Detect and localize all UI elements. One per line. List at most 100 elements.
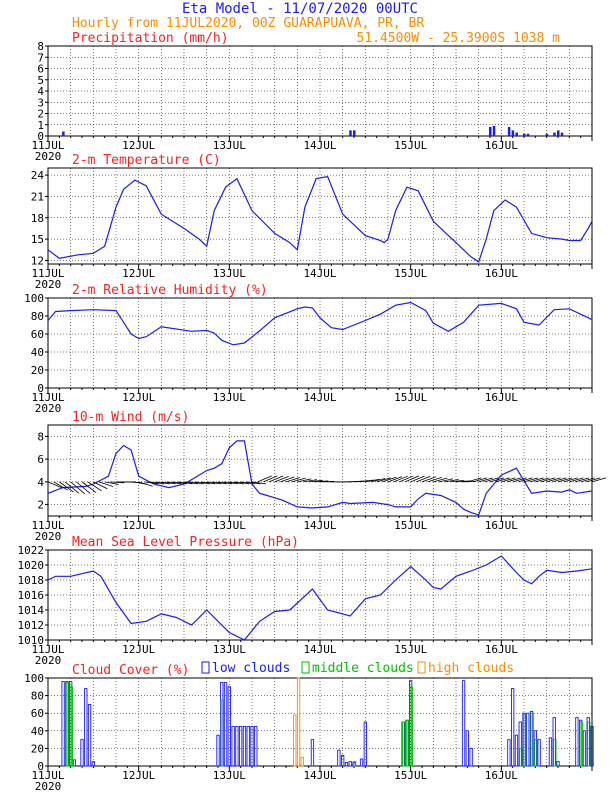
wind-arrow (76, 481, 91, 494)
y-tick-label: 1018 (18, 574, 45, 587)
x-tick-label: 13JUL (213, 267, 246, 280)
wind-arrow (217, 481, 233, 485)
wind-arrow (580, 477, 595, 483)
wind-arrow (399, 475, 414, 483)
x-tick-label: 15JUL (394, 519, 427, 532)
cloud-bar-low-clouds (548, 737, 553, 767)
wind-arrow (506, 477, 522, 483)
wind-arrow (212, 481, 227, 485)
x-tick-label: 11JUL (31, 769, 64, 782)
wind-arrow (370, 478, 386, 483)
wind-arrow (359, 479, 374, 483)
x-year-label: 2020 (35, 150, 62, 163)
y-tick-label: 80 (31, 690, 44, 703)
cloud-bar-low-clouds (526, 712, 530, 767)
legend-middle-swatch (301, 661, 310, 674)
x-year-label: 2020 (35, 654, 62, 667)
x-tick-label: 12JUL (122, 769, 155, 782)
wind-arrow (223, 481, 238, 485)
wind-arrow (546, 477, 561, 483)
wind-arrow (297, 478, 312, 483)
x-tick-label: 14JUL (303, 519, 336, 532)
x-tick-label: 12JUL (122, 391, 155, 404)
cloud-bar-low-clouds (246, 725, 250, 767)
panel-title: Cloud Cover (%) (72, 663, 189, 678)
wind-arrow (495, 477, 510, 483)
cloud-bar-middle-clouds (352, 761, 357, 767)
temperature-line (47, 175, 593, 263)
wind-arrow (376, 477, 391, 483)
precip-bar (507, 127, 511, 136)
cloud-bar-middle-clouds (69, 686, 73, 767)
panel-2: 0 20 40 60 80 100 11JUL 12JUL 13JUL 14JUL 15JUL 16J… (24, 283, 593, 415)
x-tick-label: 11JUL (31, 139, 64, 152)
cloud-bar-middle-clouds (587, 721, 591, 767)
wind-arrow (155, 481, 170, 485)
x-tick-label: 16JUL (485, 769, 518, 782)
legend-high-label: high clouds (428, 661, 514, 676)
cloud-bar-low-clouds (235, 725, 239, 767)
x-tick-label: 13JUL (213, 519, 246, 532)
wind-arrow (427, 476, 442, 483)
wind-arrow (70, 481, 85, 495)
humidity-line (47, 301, 593, 346)
y-tick-label: 80 (31, 310, 44, 323)
y-tick-label: 2 (37, 108, 44, 121)
cloud-bar-low-clouds (469, 747, 473, 767)
wind-arrow (234, 481, 250, 485)
x-tick-label: 13JUL (213, 139, 246, 152)
y-tick-label: 1 (37, 119, 44, 132)
pressure-line (47, 555, 593, 641)
wind-arrow (365, 478, 380, 483)
cloud-bar-middle-clouds (522, 714, 527, 767)
cloud-bar-low-clouds (61, 681, 65, 767)
wind-arrow (535, 477, 550, 483)
wind-arrow (540, 477, 556, 483)
legend-low-label: low clouds (212, 661, 290, 676)
y-tick-label: 100 (24, 672, 44, 685)
x-tick-label: 14JUL (303, 267, 336, 280)
y-tick-label: 4 (37, 85, 44, 98)
wind-arrow (178, 481, 193, 485)
precip-bar (557, 130, 560, 136)
cloud-bar-low-clouds (590, 725, 594, 767)
cloud-bar-middle-clouds (553, 739, 557, 767)
cloud-bar-low-clouds (359, 758, 364, 767)
wind-arrow (166, 481, 182, 485)
wind-arrow (444, 479, 459, 483)
y-tick-label: 20 (31, 364, 44, 377)
wind-arrow (263, 475, 278, 483)
x-tick-label: 11JUL (31, 267, 64, 280)
wind-arrow (557, 477, 573, 483)
cloud-bar-low-clouds (582, 730, 587, 767)
y-tick-label: 40 (31, 346, 44, 359)
cloud-bar-low-clouds (254, 725, 258, 767)
legend-middle-label: middle clouds (312, 661, 414, 676)
x-tick-label: 11JUL (31, 643, 64, 656)
y-tick-label: 0 (37, 760, 44, 773)
precip-bar (492, 125, 496, 136)
wind-arrow (161, 481, 176, 485)
precip-bar (62, 131, 65, 136)
y-tick-label: 40 (31, 725, 44, 738)
wind-arrow (285, 477, 301, 483)
wind-arrow (472, 477, 488, 483)
wind-arrow (183, 481, 199, 485)
wind-arrow (467, 477, 482, 483)
y-tick-label: 20 (31, 742, 44, 755)
x-tick-label: 13JUL (213, 643, 246, 656)
precip-bar (515, 132, 518, 136)
y-tick-label: 6 (37, 453, 44, 466)
panel-title: 10-m Wind (m/s) (72, 410, 189, 425)
cloud-bar-middle-clouds (534, 739, 538, 767)
x-year-label: 2020 (35, 402, 62, 415)
chart-header-title: Eta Model - 11/07/2020 00UTC (182, 1, 418, 17)
y-tick-label: 3 (37, 96, 44, 109)
precip-bar (553, 132, 556, 136)
panel-1: 12 15 18 21 24 11JUL 12JUL 13JUL 14JUL 15JUL 16JUL… (31, 153, 593, 291)
precip-bar (545, 133, 549, 136)
wind-arrow (314, 480, 329, 483)
y-tick-label: 21 (31, 190, 44, 203)
x-tick-label: 12JUL (122, 267, 155, 280)
